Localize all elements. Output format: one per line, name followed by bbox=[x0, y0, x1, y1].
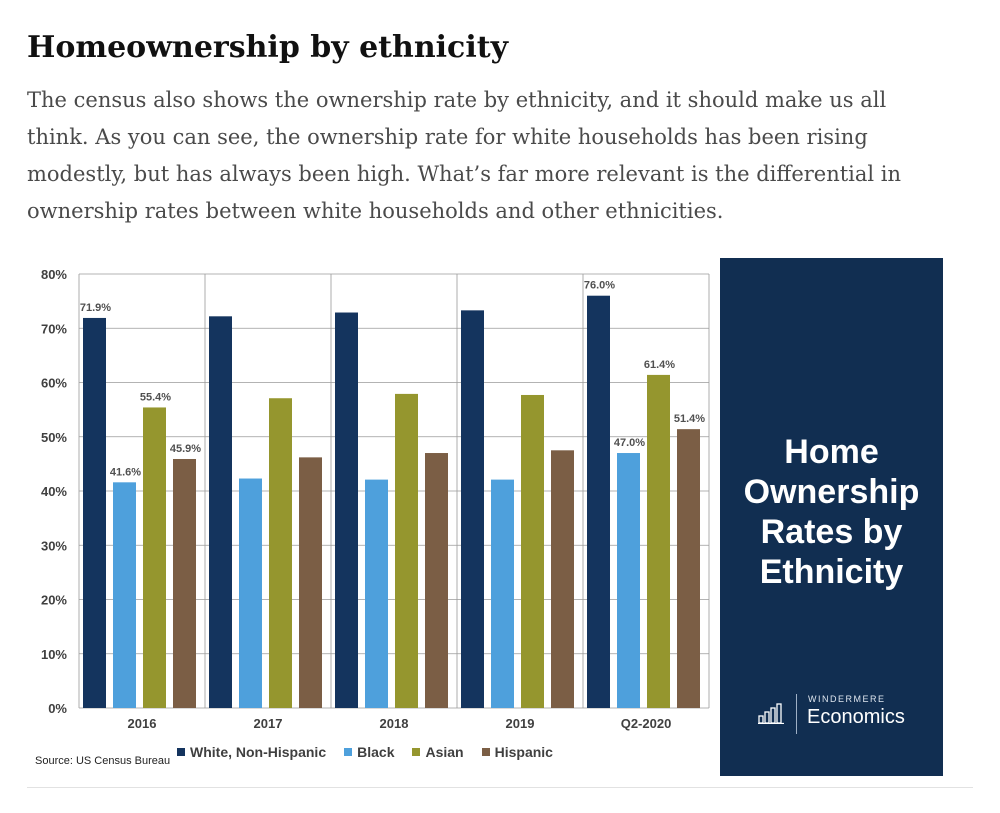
y-tick-label: 40% bbox=[41, 484, 67, 499]
windermere-logo: WINDERMERE Economics bbox=[758, 690, 928, 740]
bar bbox=[395, 393, 418, 708]
legend-label-black: Black bbox=[357, 744, 395, 760]
y-tick-label: 80% bbox=[41, 267, 67, 282]
data-label: 51.4% bbox=[674, 413, 705, 425]
bar bbox=[83, 317, 106, 708]
bar bbox=[299, 457, 322, 708]
legend-swatch-asian bbox=[412, 748, 421, 756]
data-label: 71.9% bbox=[80, 302, 111, 314]
legend-swatch-white bbox=[177, 748, 185, 756]
bar bbox=[551, 450, 574, 708]
data-label: 61.4% bbox=[644, 359, 675, 371]
x-tick-label: Q2-2020 bbox=[621, 716, 672, 731]
legend-item-hispanic: Hispanic bbox=[481, 744, 553, 760]
legend-label-white: White, Non-Hispanic bbox=[190, 744, 327, 760]
legend-item-white: White, Non-Hispanic bbox=[177, 744, 326, 760]
bar bbox=[521, 394, 544, 708]
data-label: 55.4% bbox=[140, 391, 171, 403]
data-label: 41.6% bbox=[110, 466, 141, 478]
brand-name-bottom: Economics bbox=[807, 706, 905, 728]
bar bbox=[143, 407, 166, 708]
bar bbox=[425, 453, 448, 708]
bar bbox=[647, 374, 670, 708]
bar bbox=[269, 398, 292, 708]
x-tick-label: 2016 bbox=[128, 716, 157, 731]
bar bbox=[113, 482, 136, 708]
legend-swatch-hispanic bbox=[481, 748, 490, 756]
article: Homeownership by ethnicity The census al… bbox=[27, 24, 957, 230]
bar bbox=[239, 478, 262, 708]
chart-figure: 0% 10% 20% 30% 40% 50% 60% 70% 80% 71.9% 41.6% 55.4… bbox=[27, 258, 945, 776]
y-tick-label: 70% bbox=[41, 321, 67, 336]
data-label: 76.0% bbox=[584, 280, 615, 292]
brand-name-top: WINDERMERE bbox=[808, 694, 886, 704]
bar bbox=[491, 479, 514, 708]
y-tick-label: 60% bbox=[41, 376, 67, 391]
x-tick-label: 2017 bbox=[254, 716, 283, 731]
bar bbox=[209, 316, 232, 708]
bar bbox=[617, 453, 640, 708]
bar bbox=[173, 458, 196, 708]
panel-title-line: Rates by bbox=[760, 513, 903, 551]
y-tick-label: 20% bbox=[41, 593, 67, 608]
panel-title-line: Ethnicity bbox=[759, 553, 904, 591]
bar bbox=[677, 429, 700, 708]
y-tick-label: 10% bbox=[41, 647, 67, 662]
y-tick-label: 0% bbox=[48, 701, 67, 716]
data-label: 45.9% bbox=[170, 443, 201, 455]
article-intro: The census also shows the ownership rate… bbox=[27, 88, 902, 223]
title-panel: Home Ownership Rates by Ethnicity WINDER… bbox=[720, 258, 943, 776]
logo-divider bbox=[796, 694, 797, 734]
y-tick-label: 50% bbox=[41, 430, 67, 445]
legend-label-asian: Asian bbox=[425, 744, 464, 760]
bar bbox=[365, 479, 388, 708]
bar bbox=[587, 295, 610, 708]
bar-chart-logo-icon bbox=[758, 703, 784, 724]
legend-item-asian: Asian bbox=[412, 744, 464, 760]
legend-label-hispanic: Hispanic bbox=[494, 744, 553, 760]
y-tick-label: 30% bbox=[41, 538, 67, 553]
x-tick-label: 2019 bbox=[506, 716, 535, 731]
bar bbox=[461, 310, 484, 708]
bar-chart: 0% 10% 20% 30% 40% 50% 60% 70% 80% 71.9% 41.6% 55.4… bbox=[41, 267, 710, 731]
chart-source: Source: US Census Bureau bbox=[35, 755, 171, 767]
panel-title: Home Ownership Rates by Ethnicity bbox=[720, 432, 943, 592]
data-label: 47.0% bbox=[614, 437, 645, 449]
bottom-rule bbox=[27, 787, 973, 788]
article-heading: Homeownership by ethnicity bbox=[27, 30, 509, 65]
x-tick-label: 2018 bbox=[380, 716, 409, 731]
legend-swatch-black bbox=[344, 748, 353, 756]
panel-title-line: Home bbox=[784, 433, 879, 471]
bar bbox=[335, 312, 358, 708]
legend-item-black: Black bbox=[344, 744, 394, 760]
panel-title-line: Ownership bbox=[743, 473, 920, 511]
chart-legend: White, Non-Hispanic Black Asian Hispanic bbox=[177, 744, 553, 760]
